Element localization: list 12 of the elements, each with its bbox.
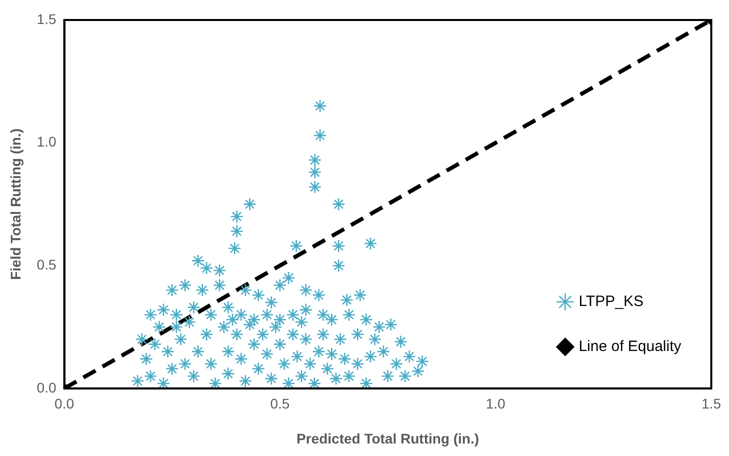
- y-tick-label: 0.5: [36, 256, 56, 272]
- legend-label: Line of Equality: [578, 338, 682, 356]
- x-tick-label: 1.5: [702, 396, 722, 412]
- y-tick-label: 1.5: [36, 10, 56, 27]
- x-tick-label: 1.0: [486, 396, 506, 412]
- x-axis-title: Predicted Total Rutting (in.): [296, 430, 480, 446]
- x-tick-label: 0.0: [54, 396, 74, 412]
- y-tick-label: 1.0: [36, 134, 56, 150]
- y-axis-title: Field Total Rutting (in.): [7, 128, 24, 280]
- x-tick-label: 0.5: [270, 396, 290, 412]
- legend-label: LTPP_KS: [578, 293, 644, 310]
- y-tick-label: 0.0: [36, 379, 56, 396]
